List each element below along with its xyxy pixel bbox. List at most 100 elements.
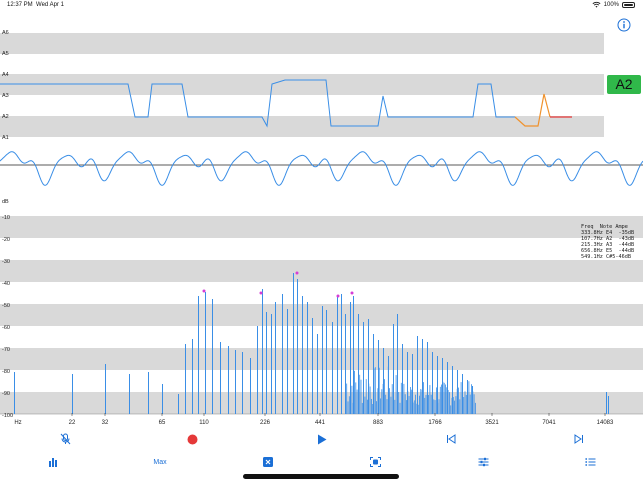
spectrum-bar <box>373 334 374 414</box>
pitch-line <box>0 79 515 128</box>
spectrum-bar <box>341 294 342 414</box>
spectrum-bar <box>456 388 458 414</box>
spectrum-bar <box>287 309 288 414</box>
spectrum-bar <box>220 342 221 414</box>
spectrum-bar <box>420 388 422 414</box>
spectrum-bar <box>382 383 384 414</box>
scan-button[interactable] <box>367 453 383 471</box>
spectrum-bar <box>385 394 387 414</box>
spectrum-bar <box>148 372 149 414</box>
view-toolbar: Max <box>0 453 643 471</box>
waveform-line <box>0 151 643 186</box>
spectrum-bar <box>350 388 351 414</box>
spectrum-bar <box>468 381 470 414</box>
skip-forward-button[interactable] <box>571 430 587 448</box>
spectrum-bar <box>410 387 411 414</box>
spectrum-bar <box>439 386 441 414</box>
db-tick-label: -70 <box>2 347 10 353</box>
spectrum-bar <box>473 394 475 414</box>
spectrum-bar <box>373 368 375 414</box>
record-button[interactable] <box>184 430 200 448</box>
list-button[interactable] <box>582 453 598 471</box>
spectrum-bar <box>416 403 418 414</box>
play-button[interactable] <box>314 430 330 448</box>
spectrum-bar <box>434 400 436 414</box>
mic-off-button[interactable] <box>57 430 73 448</box>
spectrum-bar <box>447 389 449 414</box>
pitch-label-a6: A6 <box>2 30 9 36</box>
spectrum-bar <box>360 379 362 414</box>
max-hold-button[interactable]: Max <box>148 453 172 471</box>
peak-marker <box>295 271 299 275</box>
freq-tick-label: 441 <box>315 420 326 426</box>
spectrum-bar <box>387 366 389 414</box>
spectrum-bar <box>437 402 439 414</box>
pitch-label-a2: A2 <box>2 114 9 120</box>
spectrum-bar <box>307 302 308 414</box>
spectrum-bar <box>352 402 354 414</box>
peak-marker <box>350 291 354 295</box>
spectrum-bar <box>390 396 392 414</box>
spectrum-bar <box>430 394 432 414</box>
spectrum-bar <box>353 296 354 414</box>
spectrum-bar <box>389 388 390 414</box>
spectrum-bar <box>374 367 376 414</box>
spectrum-bar <box>606 392 607 414</box>
spectrum-bar <box>433 399 435 414</box>
spectrum-bar <box>458 387 459 414</box>
info-icon[interactable] <box>617 18 631 32</box>
spectrum-view-button[interactable] <box>45 453 61 471</box>
spectrum-bar <box>427 342 428 414</box>
spectrum-bar <box>266 312 267 414</box>
freq-tick-label: 3521 <box>485 420 499 426</box>
spectrum-bar <box>432 395 433 414</box>
spectrum-bar <box>450 405 452 414</box>
spectrum-bar <box>422 339 423 414</box>
spectrum-bar <box>242 352 243 414</box>
spectrum-bar <box>472 391 474 414</box>
spectrum-bar <box>345 314 346 414</box>
spectrum-bar <box>293 273 294 414</box>
spectrum-bar <box>228 346 229 414</box>
spectrum-bar <box>384 379 385 414</box>
freq-tick-label: 110 <box>199 420 209 426</box>
spectrum-bar <box>354 370 355 414</box>
freq-table-header: Freq Note Ampe <box>581 224 628 230</box>
spectrum-bar <box>452 397 454 414</box>
spectrum-bar <box>451 397 453 414</box>
settings-sliders-button[interactable] <box>475 453 491 471</box>
spectrum-bar <box>407 352 408 414</box>
spectrum-bar <box>467 403 468 414</box>
spectrum-bar <box>412 402 414 414</box>
spectrum-bar <box>397 391 398 414</box>
db-tick-label: -40 <box>2 281 10 287</box>
spectrum-bar <box>364 396 366 414</box>
spectrum-bar <box>347 401 349 414</box>
spectrum-bar <box>322 306 323 414</box>
spectrum-bar <box>365 379 367 414</box>
checkbox-x-icon <box>263 457 273 467</box>
bar-chart-icon <box>49 458 57 467</box>
skip-forward-icon <box>574 434 583 444</box>
spectrum-bar <box>428 395 429 414</box>
spectrum-bar <box>424 397 426 414</box>
spectrum-bar <box>192 339 193 414</box>
record-icon <box>187 434 197 444</box>
freq-table-row: 333.8Hz E4 -35dB <box>581 230 635 236</box>
freq-tick-label: 226 <box>260 420 271 426</box>
skip-back-button[interactable] <box>443 430 459 448</box>
spectrum-bar <box>408 395 410 414</box>
spectrum-bar <box>469 394 471 414</box>
spectrum-bar <box>443 382 445 414</box>
spectrum-bar <box>369 386 371 414</box>
spectrum-bar <box>383 348 384 414</box>
spectrum-bar <box>302 296 303 414</box>
spectrum-bar <box>415 394 416 414</box>
spectrum-bar <box>326 310 327 414</box>
db-tick-label: -100 <box>2 413 13 419</box>
scan-icon <box>369 457 381 467</box>
pitch-track: A6 A5 A4 A3 A2 A1 <box>0 30 604 140</box>
db-tick-label: -50 <box>2 303 10 309</box>
spectrum-bar <box>462 374 463 414</box>
clear-button[interactable] <box>260 453 276 471</box>
